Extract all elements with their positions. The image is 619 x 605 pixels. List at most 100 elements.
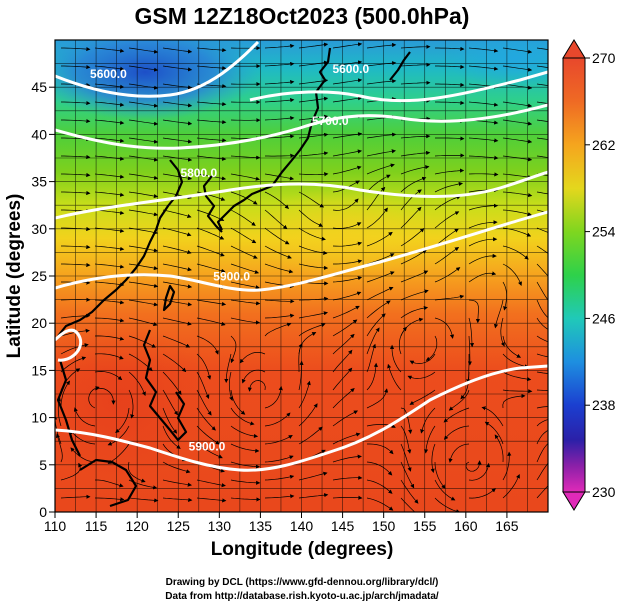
- streamline: [298, 172, 329, 177]
- streamline: [502, 155, 533, 162]
- streamline: [230, 299, 261, 306]
- streamline: [94, 83, 125, 89]
- streamline: [332, 241, 363, 247]
- streamline: [468, 220, 498, 229]
- streamline: [536, 389, 548, 391]
- streamline: [230, 443, 260, 453]
- streamline: [264, 98, 295, 103]
- streamline: [298, 380, 311, 409]
- streamline: [196, 47, 227, 53]
- streamline: [536, 462, 548, 481]
- streamline: [128, 389, 135, 419]
- y-axis-ticks: 0 5 10 15 20 25 30 35 40 45: [31, 79, 55, 520]
- streamline: [61, 154, 91, 160]
- streamline: [264, 474, 295, 481]
- x-tick-label: 120: [125, 518, 149, 534]
- streamline: [366, 286, 394, 301]
- streamline: [128, 281, 159, 288]
- y-tick-label: 45: [31, 79, 47, 95]
- streamline: [298, 403, 318, 427]
- streamline: [196, 389, 212, 416]
- streamline: [448, 389, 470, 411]
- streamline: [434, 211, 460, 229]
- streamline: [332, 454, 362, 463]
- streamline: [468, 237, 498, 247]
- streamline: [434, 153, 465, 158]
- streamline: [536, 419, 548, 427]
- streamline: [502, 227, 532, 237]
- streamline: [230, 209, 256, 226]
- streamline: [298, 132, 329, 139]
- streamline: [264, 435, 293, 445]
- colorbar-top-arrow: [562, 39, 586, 59]
- streamline: [298, 471, 328, 481]
- streamline: [230, 191, 258, 205]
- streamline: [196, 335, 219, 355]
- streamline: [536, 485, 548, 499]
- streamline: [61, 226, 91, 232]
- streamline: [536, 83, 548, 86]
- streamline: [502, 393, 526, 409]
- streamline: [196, 317, 226, 326]
- streamline: [196, 101, 227, 107]
- japan-coastline: [216, 47, 332, 231]
- streamline: [536, 119, 548, 122]
- streamline: [536, 155, 548, 158]
- streamline: [536, 371, 548, 374]
- streamline: [264, 299, 295, 304]
- streamline: [366, 186, 386, 211]
- streamline: [94, 281, 125, 287]
- streamline: [468, 271, 497, 283]
- streamline: [448, 443, 470, 463]
- contour-label: 5800.0: [180, 166, 217, 180]
- streamline: [400, 228, 425, 247]
- streamline: [536, 47, 548, 50]
- streamline: [430, 443, 436, 473]
- streamline: [94, 119, 125, 125]
- x-tick-label: 130: [208, 518, 232, 534]
- streamline: [400, 176, 427, 193]
- streamline: [94, 353, 124, 360]
- streamline: [128, 263, 159, 271]
- streamline: [400, 165, 430, 175]
- streamline: [128, 173, 159, 180]
- streamline: [60, 343, 89, 355]
- streamline: [162, 497, 193, 502]
- streamline: [94, 101, 125, 107]
- streamline: [230, 407, 255, 426]
- streamline: [332, 305, 360, 319]
- streamline: [196, 299, 227, 307]
- streamline: [60, 380, 70, 409]
- streamline: [298, 311, 328, 319]
- streamline: [94, 47, 125, 53]
- streamline: [366, 271, 395, 283]
- streamline: [70, 429, 96, 445]
- streamline: [536, 335, 548, 343]
- streamline: [502, 451, 512, 481]
- taiwan-coastline: [162, 284, 176, 312]
- streamline: [264, 116, 295, 121]
- streamline: [162, 407, 178, 434]
- streamline: [468, 65, 499, 71]
- streamline: [468, 137, 499, 143]
- cold-pool-northeast: [445, 40, 548, 88]
- x-tick-label: 150: [372, 518, 396, 534]
- streamline: [407, 371, 436, 380]
- streamline: [400, 425, 412, 454]
- streamline: [128, 65, 159, 72]
- streamline: [196, 263, 226, 273]
- y-tick-label: 25: [31, 268, 47, 284]
- y-tick-label: 0: [39, 504, 47, 520]
- streamline: [434, 181, 463, 193]
- streamline: [228, 371, 234, 401]
- streamline: [400, 407, 413, 434]
- y-tick-label: 35: [31, 174, 47, 190]
- streamline: [502, 209, 532, 217]
- streamline: [502, 353, 529, 369]
- streamline: [61, 100, 91, 106]
- streamline: [60, 356, 87, 373]
- y-tick-label: 5: [39, 457, 47, 473]
- streamline: [128, 299, 159, 307]
- plot-area: 5600.0 5600.0 5700.0 5800.0 5900.0 5900.0: [55, 40, 548, 512]
